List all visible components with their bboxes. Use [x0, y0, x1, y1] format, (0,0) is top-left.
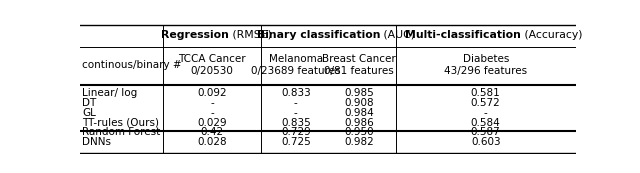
- Text: Random Forest: Random Forest: [83, 127, 161, 137]
- Text: -: -: [484, 108, 488, 118]
- Text: 0.029: 0.029: [197, 117, 227, 128]
- Text: 0.725: 0.725: [281, 137, 310, 147]
- Text: 0.985: 0.985: [344, 88, 374, 98]
- Text: TCCA Cancer
0/20530: TCCA Cancer 0/20530: [178, 53, 246, 76]
- Text: Regression: Regression: [161, 30, 228, 40]
- Text: (Accuracy): (Accuracy): [521, 30, 582, 40]
- Text: 0.028: 0.028: [197, 137, 227, 147]
- Text: 0.908: 0.908: [344, 98, 374, 108]
- Text: Melanoma
0/23689 features: Melanoma 0/23689 features: [251, 53, 340, 76]
- Text: continous/binary #: continous/binary #: [83, 60, 182, 70]
- Text: Breast Cancer
0/81 features: Breast Cancer 0/81 features: [323, 53, 396, 76]
- Text: GL: GL: [83, 108, 97, 118]
- Text: 0.833: 0.833: [281, 88, 310, 98]
- Text: 0.986: 0.986: [344, 117, 374, 128]
- Text: 0.42: 0.42: [200, 127, 223, 137]
- Text: 0.982: 0.982: [344, 137, 374, 147]
- Text: 0.092: 0.092: [197, 88, 227, 98]
- Text: (RMSE): (RMSE): [228, 30, 271, 40]
- Text: 0.950: 0.950: [344, 127, 374, 137]
- Text: -: -: [294, 108, 298, 118]
- Text: -: -: [210, 108, 214, 118]
- Text: 0.584: 0.584: [471, 117, 500, 128]
- Text: DT: DT: [83, 98, 97, 108]
- Text: -: -: [294, 98, 298, 108]
- Text: 0.729: 0.729: [281, 127, 310, 137]
- Text: 0.572: 0.572: [471, 98, 500, 108]
- Text: 0.581: 0.581: [471, 88, 500, 98]
- Text: Multi-classification: Multi-classification: [405, 30, 521, 40]
- Text: -: -: [210, 98, 214, 108]
- Text: 0.984: 0.984: [344, 108, 374, 118]
- Text: 0.587: 0.587: [471, 127, 500, 137]
- Text: 0.835: 0.835: [281, 117, 310, 128]
- Text: Diabetes
43/296 features: Diabetes 43/296 features: [444, 53, 527, 76]
- Text: 0.603: 0.603: [471, 137, 500, 147]
- Text: Linear/ log: Linear/ log: [83, 88, 138, 98]
- Text: (AUC): (AUC): [380, 30, 415, 40]
- Text: Binary classification: Binary classification: [257, 30, 380, 40]
- Text: DNNs: DNNs: [83, 137, 111, 147]
- Text: TT-rules (Ours): TT-rules (Ours): [83, 117, 159, 128]
